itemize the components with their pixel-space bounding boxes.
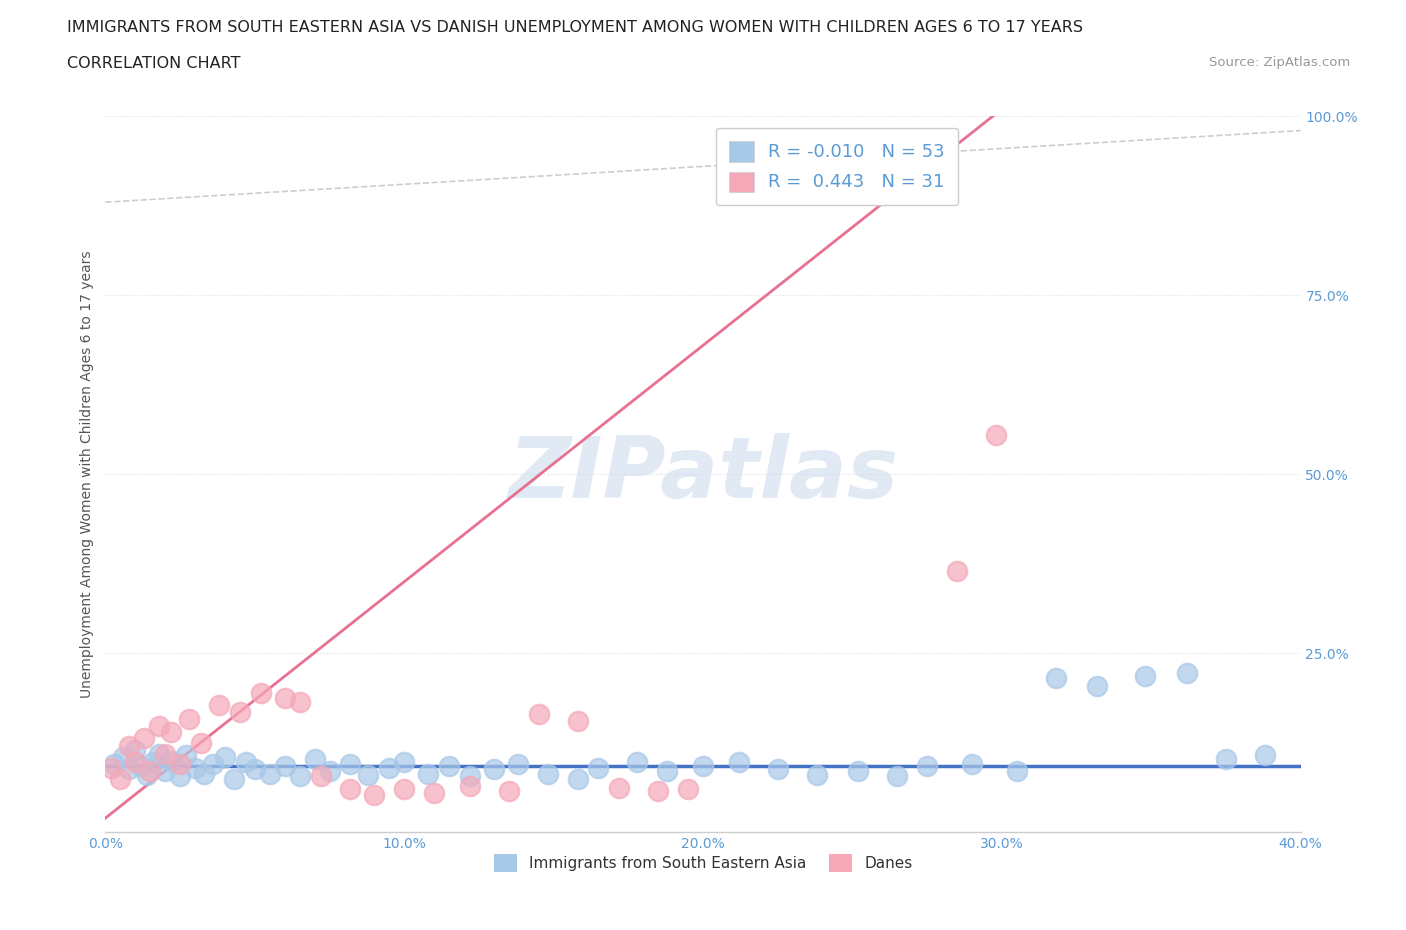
Point xyxy=(458,769,481,784)
Point xyxy=(915,759,938,774)
Point xyxy=(118,739,141,754)
Point xyxy=(142,755,165,770)
Point xyxy=(184,761,207,776)
Point xyxy=(676,782,699,797)
Point xyxy=(169,769,191,784)
Point xyxy=(886,769,908,784)
Point xyxy=(458,778,481,793)
Point xyxy=(766,762,789,777)
Point xyxy=(357,767,380,782)
Point xyxy=(1045,671,1067,685)
Point xyxy=(155,746,177,761)
Point xyxy=(139,764,162,779)
Point xyxy=(222,771,245,786)
Point xyxy=(214,750,236,764)
Point xyxy=(1215,751,1237,766)
Point xyxy=(339,757,361,772)
Point xyxy=(567,714,589,729)
Point xyxy=(378,761,401,776)
Point xyxy=(437,759,460,774)
Point xyxy=(946,564,969,578)
Point xyxy=(394,782,416,797)
Point xyxy=(527,707,550,722)
Point xyxy=(160,724,183,739)
Point xyxy=(498,783,520,798)
Point xyxy=(250,685,273,700)
Point xyxy=(394,755,416,770)
Point xyxy=(846,764,869,779)
Point xyxy=(134,730,156,745)
Point xyxy=(588,761,610,776)
Point xyxy=(160,753,183,768)
Point xyxy=(190,736,212,751)
Point xyxy=(418,766,440,781)
Point xyxy=(960,757,983,772)
Point xyxy=(309,769,332,784)
Point xyxy=(100,761,122,776)
Point xyxy=(1133,669,1156,684)
Point xyxy=(423,786,446,801)
Point xyxy=(118,762,141,777)
Point xyxy=(647,783,669,798)
Point xyxy=(273,759,295,774)
Point xyxy=(129,759,153,774)
Point xyxy=(259,766,281,781)
Point xyxy=(806,767,828,782)
Point xyxy=(1175,666,1198,681)
Point xyxy=(482,762,505,777)
Point xyxy=(288,769,311,784)
Text: ZIPatlas: ZIPatlas xyxy=(508,432,898,516)
Point xyxy=(148,719,170,734)
Point xyxy=(304,751,326,766)
Point xyxy=(984,428,1007,443)
Point xyxy=(103,757,125,772)
Legend: Immigrants from South Eastern Asia, Danes: Immigrants from South Eastern Asia, Dane… xyxy=(488,847,918,879)
Point xyxy=(136,767,159,782)
Y-axis label: Unemployment Among Women with Children Ages 6 to 17 years: Unemployment Among Women with Children A… xyxy=(80,250,94,698)
Point xyxy=(567,771,589,786)
Point xyxy=(728,755,751,770)
Point xyxy=(655,764,679,779)
Point xyxy=(536,766,558,781)
Point xyxy=(174,748,197,763)
Point xyxy=(1005,764,1028,779)
Point xyxy=(1087,678,1109,693)
Point xyxy=(318,764,340,779)
Point xyxy=(193,766,215,781)
Point xyxy=(288,695,311,710)
Text: CORRELATION CHART: CORRELATION CHART xyxy=(67,56,240,71)
Point xyxy=(148,746,170,761)
Point xyxy=(363,788,385,803)
Point xyxy=(692,759,714,774)
Point xyxy=(110,771,132,786)
Text: Source: ZipAtlas.com: Source: ZipAtlas.com xyxy=(1209,56,1350,69)
Point xyxy=(177,711,201,726)
Point xyxy=(169,757,191,772)
Point xyxy=(208,698,231,712)
Point xyxy=(1254,748,1277,763)
Point xyxy=(607,780,630,795)
Point xyxy=(273,690,295,705)
Point xyxy=(235,755,257,770)
Point xyxy=(626,755,648,770)
Point xyxy=(202,757,225,772)
Point xyxy=(124,755,146,770)
Point xyxy=(155,764,177,779)
Point xyxy=(339,782,361,797)
Point xyxy=(112,750,135,764)
Text: IMMIGRANTS FROM SOUTH EASTERN ASIA VS DANISH UNEMPLOYMENT AMONG WOMEN WITH CHILD: IMMIGRANTS FROM SOUTH EASTERN ASIA VS DA… xyxy=(67,20,1084,35)
Point xyxy=(506,757,529,772)
Point xyxy=(229,705,252,720)
Point xyxy=(243,762,266,777)
Point xyxy=(124,742,146,757)
